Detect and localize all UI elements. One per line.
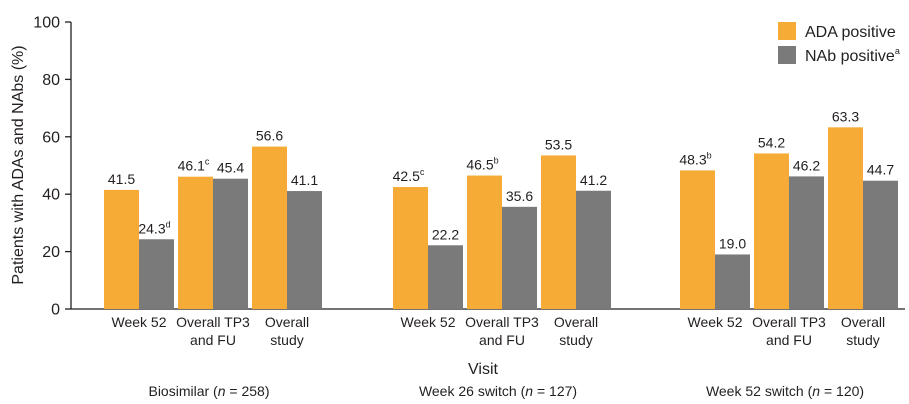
data-label: 44.7 xyxy=(867,162,894,178)
data-label: 41.2 xyxy=(580,172,607,188)
x-tick-label: Week 52 xyxy=(688,314,743,330)
y-tick-label: 60 xyxy=(42,129,60,146)
bars-layer xyxy=(104,127,898,309)
data-label: 41.1 xyxy=(291,172,318,188)
y-axis-title: Patients with ADAs and NAbs (%) xyxy=(10,45,27,284)
bar-group2-overall-study-nab xyxy=(576,190,611,309)
x-tick-label: Week 52 xyxy=(401,314,456,330)
y-tick-label: 80 xyxy=(42,72,60,89)
group-label: Biosimilar (n = 258) xyxy=(148,383,269,399)
x-tick-label: Overall xyxy=(554,314,598,330)
bar-group2-week-52-ada xyxy=(393,187,428,309)
bar-group3-overall-tp3-ada xyxy=(754,153,789,309)
bar-group2-overall-tp3-nab xyxy=(502,206,537,309)
x-tick-label: and FU xyxy=(766,332,812,348)
data-label: 53.5 xyxy=(545,136,572,152)
bar-group3-week-52-nab xyxy=(715,254,750,309)
legend-label-nab: NAb positivea xyxy=(805,46,900,65)
data-label: 45.4 xyxy=(217,160,244,176)
x-tick-label: Overall TP3 xyxy=(465,314,539,330)
bar-group1-overall-study-nab xyxy=(287,191,322,309)
data-label: 63.3 xyxy=(832,108,859,124)
bar-group2-overall-study-ada xyxy=(541,155,576,309)
bar-group3-overall-study-nab xyxy=(863,180,898,309)
legend-label-ada: ADA positive xyxy=(805,24,896,41)
x-tick-label: Overall TP3 xyxy=(176,314,250,330)
group-label: Week 26 switch (n = 127) xyxy=(419,383,577,399)
x-axis-title: Visit xyxy=(468,361,498,378)
data-label: 41.5 xyxy=(108,171,135,187)
x-tick-label: study xyxy=(559,332,592,348)
legend-swatch-nab xyxy=(778,46,796,64)
y-tick-label: 40 xyxy=(42,187,60,204)
bar-group3-overall-tp3-nab xyxy=(789,176,824,309)
y-tick-label: 100 xyxy=(33,15,60,32)
x-tick-label: study xyxy=(846,332,879,348)
x-tick-label: Overall xyxy=(841,314,885,330)
y-tick-label: 0 xyxy=(51,302,60,319)
bar-group1-overall-tp3-ada xyxy=(178,176,213,309)
x-tick-label: Overall xyxy=(265,314,309,330)
bar-group1-overall-tp3-nab xyxy=(213,178,248,309)
x-tick-label: and FU xyxy=(479,332,525,348)
bar-group3-week-52-ada xyxy=(680,170,715,309)
x-tick-label: and FU xyxy=(190,332,236,348)
data-label: 46.2 xyxy=(793,157,820,173)
x-tick-label: Week 52 xyxy=(112,314,167,330)
data-label: 56.6 xyxy=(256,128,283,144)
bar-group1-overall-study-ada xyxy=(252,146,287,309)
bar-group2-overall-tp3-ada xyxy=(467,175,502,309)
data-label: 46.1c xyxy=(178,157,210,174)
data-label: 22.2 xyxy=(432,226,459,242)
data-label: 19.0 xyxy=(719,235,746,251)
bar-group1-week-52-nab xyxy=(139,239,174,309)
bar-group1-week-52-ada xyxy=(104,189,139,309)
group-label: Week 52 switch (n = 120) xyxy=(706,383,864,399)
data-label: 35.6 xyxy=(506,188,533,204)
bar-group3-overall-study-ada xyxy=(828,127,863,309)
data-label: 54.2 xyxy=(758,134,785,150)
data-label: 42.5c xyxy=(393,167,425,184)
y-tick-label: 20 xyxy=(42,244,60,261)
legend-swatch-ada xyxy=(778,22,796,40)
data-label: 24.3d xyxy=(138,219,170,236)
data-label: 46.5b xyxy=(466,156,498,173)
x-tick-label: Overall TP3 xyxy=(752,314,826,330)
bar-group2-week-52-nab xyxy=(428,245,463,309)
legend: ADA positive NAb positivea xyxy=(778,22,900,65)
data-label: 48.3b xyxy=(679,150,711,167)
labels-layer: 41.5 24.3d Week 52 46.1c 45.4 Overall TP3 and … xyxy=(108,108,894,399)
x-tick-label: study xyxy=(270,332,303,348)
